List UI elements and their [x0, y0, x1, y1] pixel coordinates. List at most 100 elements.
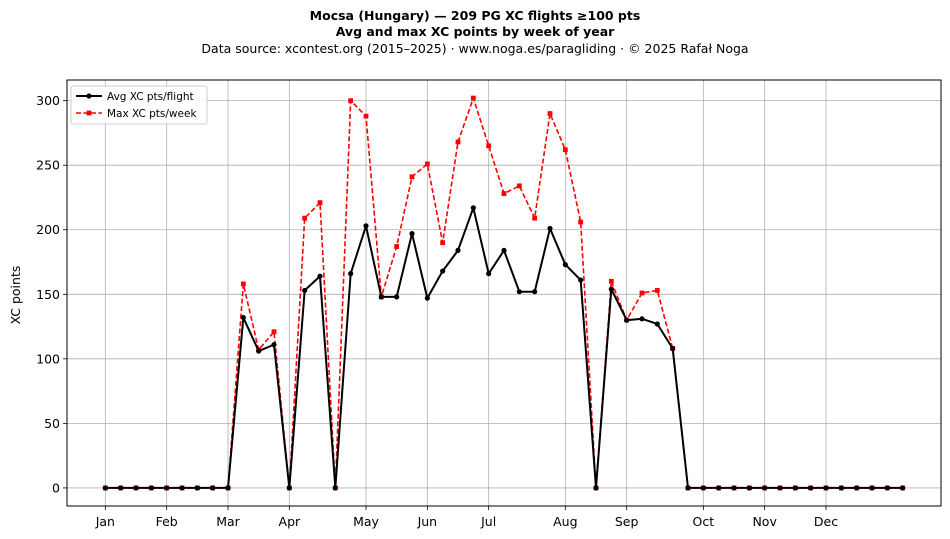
data-point-avg [332, 485, 338, 491]
data-point-avg [700, 485, 706, 491]
data-point-avg [562, 262, 568, 268]
grid [67, 80, 941, 506]
data-point-avg [884, 485, 890, 491]
data-point-avg [608, 286, 614, 292]
data-point-avg [486, 271, 492, 277]
data-point-max [516, 183, 522, 189]
data-point-avg [164, 485, 170, 491]
data-point-avg [440, 268, 446, 274]
data-point-avg [256, 348, 262, 354]
data-point-max [271, 329, 277, 335]
data-point-avg [118, 485, 124, 491]
data-point-max [547, 111, 553, 116]
x-tick-label: Jan [95, 514, 115, 529]
data-point-max [639, 290, 645, 296]
data-point-max [409, 174, 415, 180]
data-point-avg [455, 247, 461, 253]
x-tick-label: Mar [216, 514, 240, 529]
x-tick-label: Feb [156, 514, 178, 529]
data-point-max [501, 191, 507, 196]
data-point-max [302, 215, 308, 221]
data-point-avg [808, 485, 814, 491]
data-point-avg [854, 485, 860, 491]
data-point-max [240, 281, 246, 287]
data-point-avg [424, 295, 430, 301]
x-tick-label: Aug [553, 514, 577, 529]
data-point-avg [179, 485, 185, 491]
data-point-avg [225, 485, 231, 491]
data-point-avg [348, 271, 354, 277]
series-line-max [105, 97, 903, 489]
y-tick-label: 250 [36, 158, 60, 173]
data-point-max [455, 139, 461, 145]
y-tick-label: 150 [36, 287, 60, 302]
data-point-max [578, 219, 584, 225]
chart-source-line: Data source: xcontest.org (2015–2025) · … [201, 41, 749, 56]
data-point-max [470, 95, 476, 101]
data-point-avg [286, 485, 292, 491]
data-point-avg [409, 231, 415, 237]
x-tick-label: Nov [752, 514, 777, 529]
data-point-max [440, 240, 446, 246]
legend: Avg XC pts/flight Max XC pts/week [70, 85, 208, 125]
data-point-avg [900, 485, 906, 491]
data-point-avg [148, 485, 154, 491]
legend-marker-avg [86, 93, 92, 99]
data-point-max [608, 278, 614, 284]
data-point-avg [578, 277, 584, 283]
data-point-avg [317, 273, 323, 279]
data-point-avg [670, 345, 676, 352]
plot-frame [66, 79, 942, 507]
data-point-avg [639, 316, 645, 322]
data-point-max [317, 200, 323, 206]
data-point-avg [547, 225, 553, 232]
chart-titles: Mocsa (Hungary) — 209 PG XC flights ≥100… [0, 8, 950, 58]
legend-label-max: Max XC pts/week [107, 108, 197, 120]
data-point-avg [593, 485, 599, 491]
data-point-avg [624, 317, 630, 323]
data-point-avg [654, 321, 660, 327]
y-axis-label: XC points [8, 266, 23, 325]
x-tick-label: Jun [417, 514, 438, 529]
y-tick-label: 300 [36, 93, 60, 108]
y-tick-label: 50 [44, 416, 60, 431]
x-tick-label: Jul [480, 514, 496, 529]
data-point-max [562, 147, 568, 153]
x-tick-label: Oct [693, 514, 715, 529]
data-point-avg [194, 485, 200, 491]
data-point-avg [210, 485, 216, 491]
data-point-avg [271, 342, 277, 348]
chart-title: Mocsa (Hungary) — 209 PG XC flights ≥100… [309, 8, 641, 23]
data-point-max [394, 244, 400, 249]
series-layer [102, 95, 906, 491]
y-tick-label: 0 [52, 480, 60, 495]
legend-marker-max [86, 110, 92, 116]
data-point-avg [685, 485, 691, 491]
data-point-avg [716, 485, 722, 491]
data-point-avg [470, 205, 476, 211]
axes: 0 50 100 150 200 250 300 Jan Feb Mar Apr May Jun Jul A… [36, 93, 838, 529]
data-point-avg [792, 485, 798, 491]
data-point-avg [823, 485, 829, 491]
data-point-avg [133, 485, 139, 491]
x-tick-label: Dec [814, 514, 838, 529]
data-point-max [654, 288, 660, 293]
data-point-avg [394, 294, 400, 300]
data-point-avg [762, 485, 768, 491]
data-point-max [363, 113, 369, 119]
data-point-avg [363, 223, 369, 229]
data-point-avg [240, 314, 246, 321]
data-point-max [348, 98, 354, 104]
y-tick-label: 200 [36, 222, 60, 237]
data-point-max [486, 143, 492, 149]
data-point-avg [378, 294, 384, 300]
x-tick-label: Apr [279, 514, 301, 529]
legend-label-avg: Avg XC pts/flight [107, 91, 194, 103]
data-point-avg [532, 289, 538, 295]
data-point-avg [777, 485, 783, 491]
data-point-max [424, 161, 430, 167]
data-point-avg [746, 485, 752, 491]
data-point-avg [731, 485, 737, 491]
chart-subtitle: Avg and max XC points by week of year [335, 24, 615, 39]
